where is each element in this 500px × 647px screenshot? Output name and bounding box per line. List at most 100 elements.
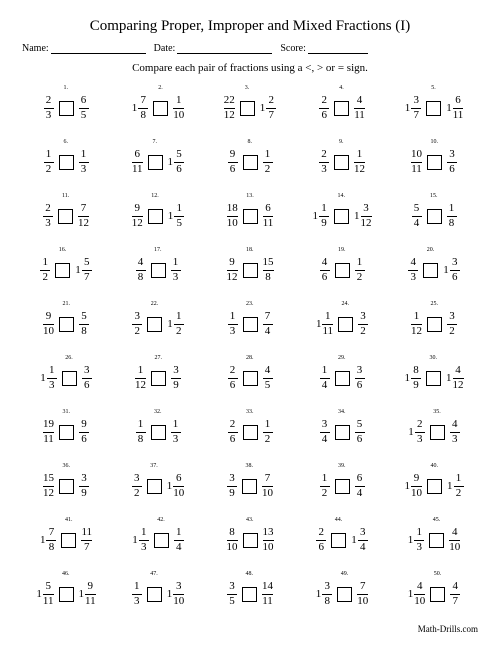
fraction-part: 112 xyxy=(135,365,146,391)
answer-box[interactable] xyxy=(243,209,258,224)
fraction-part: 910 xyxy=(43,311,54,337)
answer-box[interactable] xyxy=(423,263,438,278)
answer-box[interactable] xyxy=(335,263,350,278)
problem: 43136 xyxy=(408,257,460,283)
fraction-part: 23 xyxy=(415,419,425,445)
numerator: 4 xyxy=(265,365,271,377)
problem-cell: 45.113410 xyxy=(390,516,478,564)
denominator: 2 xyxy=(322,488,328,500)
problem: 1213 xyxy=(44,149,89,175)
answer-box[interactable] xyxy=(243,317,258,332)
answer-box[interactable] xyxy=(147,479,162,494)
fraction: 117 xyxy=(81,527,92,553)
answer-box[interactable] xyxy=(242,587,257,602)
answer-box[interactable] xyxy=(427,479,442,494)
answer-box[interactable] xyxy=(334,101,349,116)
question-number: 12. xyxy=(151,193,159,199)
answer-box[interactable] xyxy=(59,479,74,494)
answer-box[interactable] xyxy=(426,371,441,386)
answer-box[interactable] xyxy=(59,101,74,116)
numerator: 3 xyxy=(135,311,141,323)
numerator: 6 xyxy=(357,473,363,485)
answer-box[interactable] xyxy=(430,587,445,602)
answer-box[interactable] xyxy=(243,425,258,440)
answer-box[interactable] xyxy=(430,425,445,440)
question-number: 40. xyxy=(431,463,439,469)
numerator: 7 xyxy=(141,95,147,107)
fraction-part: 39 xyxy=(227,473,237,499)
question-number: 49. xyxy=(341,571,349,577)
score-line[interactable] xyxy=(308,43,368,54)
answer-box[interactable] xyxy=(243,263,258,278)
denominator: 7 xyxy=(413,110,419,122)
question-number: 36. xyxy=(63,463,71,469)
answer-box[interactable] xyxy=(147,587,162,602)
answer-box[interactable] xyxy=(147,317,162,332)
fraction: 45 xyxy=(263,365,273,391)
answer-box[interactable] xyxy=(55,263,70,278)
answer-box[interactable] xyxy=(334,155,349,170)
fraction: 26 xyxy=(316,527,326,553)
answer-box[interactable] xyxy=(335,479,350,494)
numerator: 18 xyxy=(227,203,238,215)
whole-part: 1 xyxy=(168,210,174,222)
answer-box[interactable] xyxy=(337,587,352,602)
question-number: 3. xyxy=(245,85,250,91)
question-number: 15. xyxy=(430,193,438,199)
fraction: 136 xyxy=(443,257,460,283)
answer-box[interactable] xyxy=(148,209,163,224)
denominator: 4 xyxy=(265,326,271,338)
numerator: 4 xyxy=(138,257,144,269)
fraction: 32 xyxy=(358,311,368,337)
denominator: 11 xyxy=(262,596,273,608)
fraction-part: 910 xyxy=(411,473,422,499)
answer-box[interactable] xyxy=(242,479,257,494)
answer-box[interactable] xyxy=(59,587,74,602)
date-line[interactable] xyxy=(177,43,272,54)
answer-box[interactable] xyxy=(59,425,74,440)
answer-box[interactable] xyxy=(151,371,166,386)
fraction: 96 xyxy=(228,149,238,175)
numerator: 4 xyxy=(357,95,363,107)
answer-box[interactable] xyxy=(427,155,442,170)
answer-box[interactable] xyxy=(427,317,442,332)
answer-box[interactable] xyxy=(338,317,353,332)
fraction-part: 12 xyxy=(263,419,273,445)
answer-box[interactable] xyxy=(243,371,258,386)
problem-cell: 46.15111911 xyxy=(22,570,110,618)
answer-box[interactable] xyxy=(153,101,168,116)
denominator: 6 xyxy=(319,542,325,554)
answer-box[interactable] xyxy=(148,155,163,170)
answer-box[interactable] xyxy=(240,101,255,116)
answer-box[interactable] xyxy=(331,533,346,548)
answer-box[interactable] xyxy=(154,533,169,548)
answer-box[interactable] xyxy=(243,155,258,170)
whole-part: 1 xyxy=(446,102,452,114)
answer-box[interactable] xyxy=(335,371,350,386)
answer-box[interactable] xyxy=(427,209,442,224)
denominator: 4 xyxy=(414,218,420,230)
answer-box[interactable] xyxy=(58,209,73,224)
answer-box[interactable] xyxy=(59,317,74,332)
problem: 39710 xyxy=(227,473,273,499)
name-line[interactable] xyxy=(51,43,146,54)
fraction: 611 xyxy=(132,149,143,175)
problem: 1371611 xyxy=(405,95,464,121)
fraction-part: 34 xyxy=(320,419,330,445)
problem-cell: 32.1813 xyxy=(114,408,202,456)
answer-box[interactable] xyxy=(243,533,258,548)
answer-box[interactable] xyxy=(61,533,76,548)
answer-box[interactable] xyxy=(429,533,444,548)
answer-box[interactable] xyxy=(151,263,166,278)
numerator: 4 xyxy=(455,365,461,377)
answer-box[interactable] xyxy=(59,155,74,170)
denominator: 5 xyxy=(177,218,183,230)
answer-box[interactable] xyxy=(335,425,350,440)
fraction-part: 36 xyxy=(355,365,365,391)
denominator: 10 xyxy=(173,110,184,122)
numerator: 4 xyxy=(453,581,459,593)
answer-box[interactable] xyxy=(62,371,77,386)
answer-box[interactable] xyxy=(334,209,349,224)
answer-box[interactable] xyxy=(151,425,166,440)
answer-box[interactable] xyxy=(426,101,441,116)
